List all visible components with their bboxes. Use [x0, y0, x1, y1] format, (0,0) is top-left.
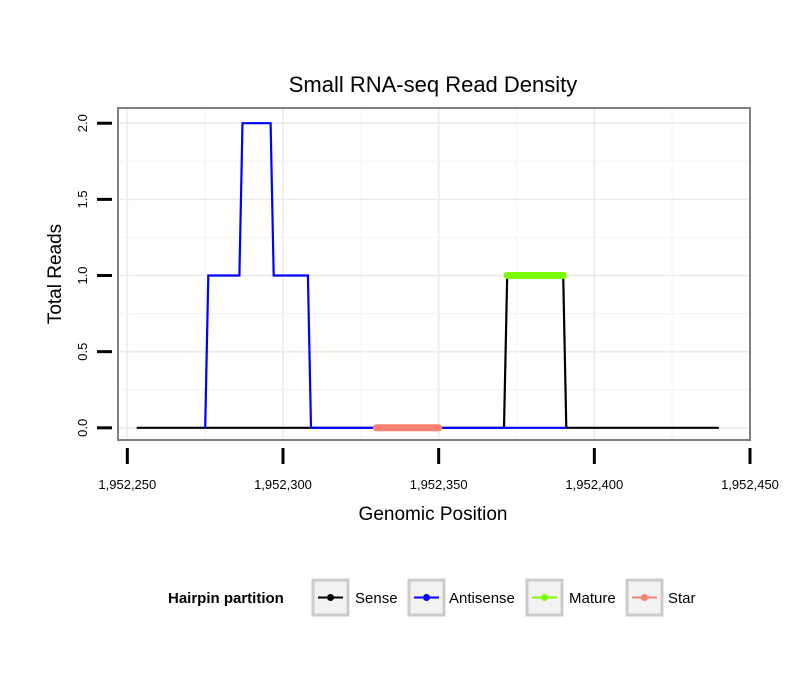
legend-label-sense: Sense — [355, 590, 398, 607]
y-tick-label: 1.0 — [75, 266, 90, 284]
x-tick-label: 1,952,300 — [254, 477, 312, 492]
x-axis-title: Genomic Position — [359, 504, 508, 525]
x-tick-label: 1,952,250 — [98, 477, 156, 492]
series — [136, 122, 719, 432]
chart-title: Small RNA-seq Read Density — [289, 72, 578, 97]
y-tick-label: 1.5 — [75, 190, 90, 208]
grid — [118, 108, 751, 440]
plot-panel-border — [117, 107, 751, 441]
legend-label-mature: Mature — [569, 590, 616, 607]
legend-point-antisense — [423, 594, 430, 601]
legend-point-sense — [327, 594, 334, 601]
legend-title: Hairpin partition — [168, 590, 284, 607]
y-tick-label: 2.0 — [75, 114, 90, 132]
y-axis-title: Total Reads — [45, 224, 66, 324]
x-tick-label: 1,952,450 — [721, 477, 779, 492]
legend-point-mature — [541, 594, 548, 601]
legend-point-star — [641, 594, 648, 601]
y-tick-label: 0.0 — [75, 419, 90, 437]
y-tick-label: 0.5 — [75, 343, 90, 361]
legend: Hairpin partition Sense Antisense Mature St… — [168, 578, 696, 617]
axes: 1,952,250 1,952,300 1,952,350 1,952,400 1,95… — [75, 114, 779, 492]
legend-label-antisense: Antisense — [449, 590, 515, 607]
x-tick-label: 1,952,350 — [410, 477, 468, 492]
legend-label-star: Star — [668, 590, 696, 607]
x-tick-label: 1,952,400 — [565, 477, 623, 492]
